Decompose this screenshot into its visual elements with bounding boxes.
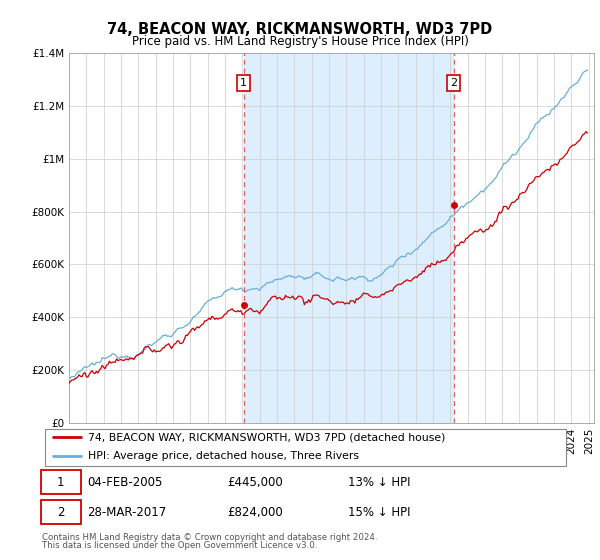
FancyBboxPatch shape: [41, 470, 80, 494]
Text: 04-FEB-2005: 04-FEB-2005: [87, 475, 162, 488]
Text: Contains HM Land Registry data © Crown copyright and database right 2024.: Contains HM Land Registry data © Crown c…: [42, 533, 377, 542]
Text: HPI: Average price, detached house, Three Rivers: HPI: Average price, detached house, Thre…: [88, 451, 359, 461]
Text: Price paid vs. HM Land Registry's House Price Index (HPI): Price paid vs. HM Land Registry's House …: [131, 35, 469, 48]
Text: 15% ↓ HPI: 15% ↓ HPI: [348, 506, 411, 519]
Text: £445,000: £445,000: [227, 475, 283, 488]
Text: 28-MAR-2017: 28-MAR-2017: [87, 506, 166, 519]
Text: 2: 2: [57, 506, 64, 519]
Text: This data is licensed under the Open Government Licence v3.0.: This data is licensed under the Open Gov…: [42, 541, 317, 550]
Text: 13% ↓ HPI: 13% ↓ HPI: [348, 475, 411, 488]
FancyBboxPatch shape: [44, 429, 566, 466]
Text: 1: 1: [240, 78, 247, 88]
Text: 1: 1: [57, 475, 64, 488]
FancyBboxPatch shape: [41, 500, 80, 524]
Text: 74, BEACON WAY, RICKMANSWORTH, WD3 7PD: 74, BEACON WAY, RICKMANSWORTH, WD3 7PD: [107, 22, 493, 38]
Bar: [244, 53, 454, 423]
Text: £824,000: £824,000: [227, 506, 283, 519]
Text: 2: 2: [450, 78, 457, 88]
Text: 74, BEACON WAY, RICKMANSWORTH, WD3 7PD (detached house): 74, BEACON WAY, RICKMANSWORTH, WD3 7PD (…: [88, 432, 446, 442]
